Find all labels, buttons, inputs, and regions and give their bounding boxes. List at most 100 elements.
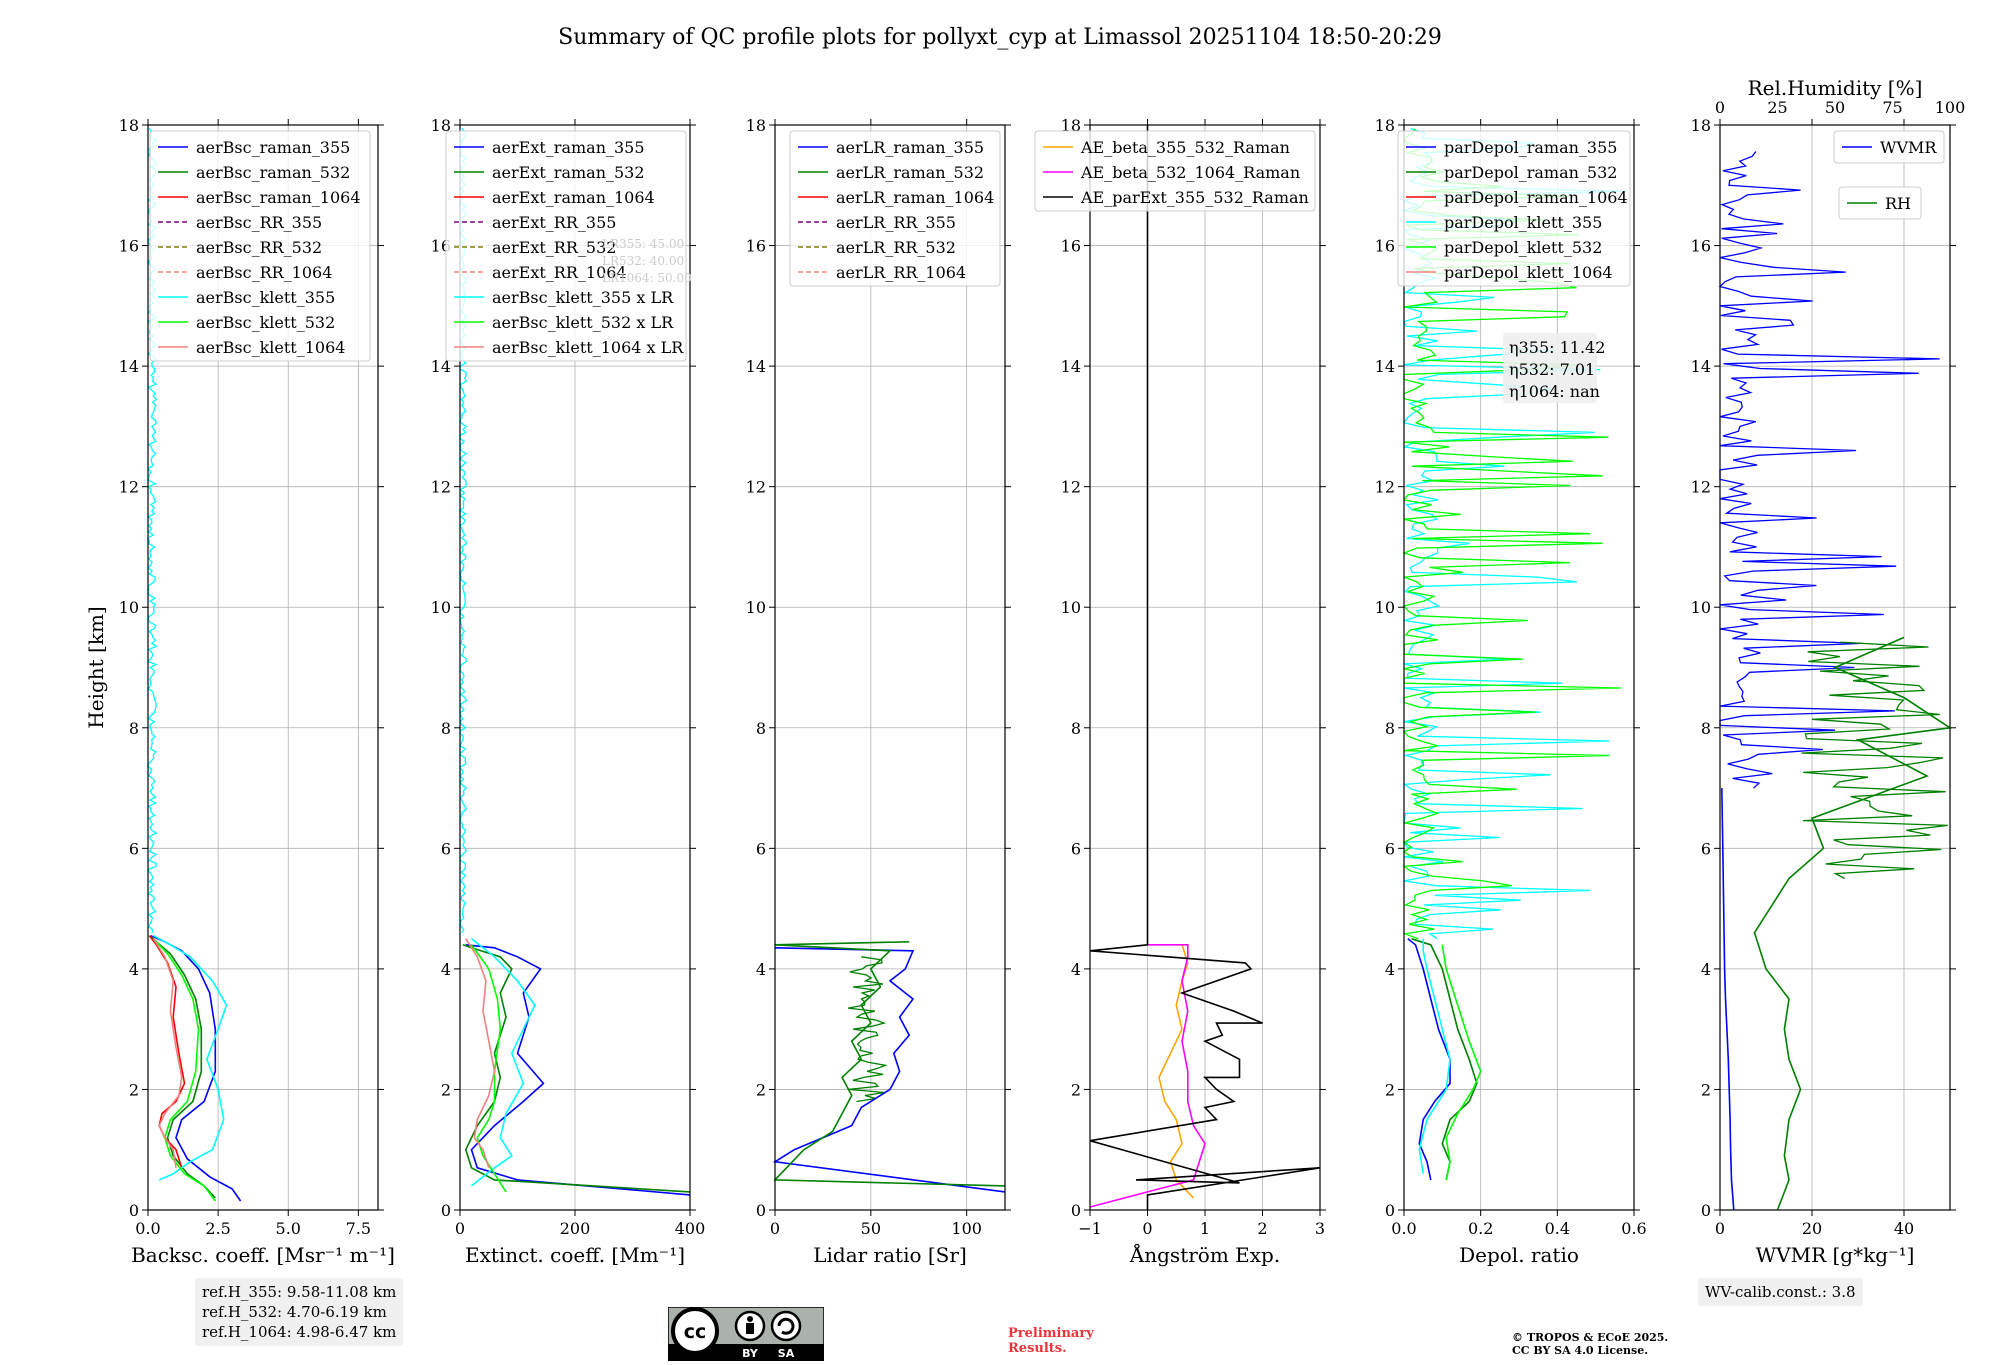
x-tick-label: 0.0	[135, 1219, 160, 1238]
y-tick-label: 12	[1061, 478, 1081, 497]
y-tick-label: 10	[431, 598, 451, 617]
legend-label: aerBsc_klett_532	[196, 313, 335, 332]
y-tick-label: 6	[129, 839, 139, 858]
x2-tick-label: 0	[1715, 98, 1725, 117]
y-tick-label: 10	[746, 598, 766, 617]
legend-box	[149, 130, 371, 362]
y-tick-label: 6	[756, 839, 766, 858]
x-axis-label: WVMR [g*kg⁻¹]	[1756, 1243, 1915, 1267]
y-tick-label: 12	[119, 478, 139, 497]
x-tick-label: 2	[1257, 1219, 1267, 1238]
y-tick-label: 6	[1071, 839, 1081, 858]
y-tick-label: 0	[756, 1201, 766, 1220]
series-line	[1089, 125, 1321, 1210]
x-tick-label: 200	[560, 1219, 591, 1238]
axes-frame	[774, 124, 1006, 1211]
copyright-line-1: © TROPOS & ECoE 2025.	[1512, 1331, 1669, 1344]
y-tick-label: 0	[1385, 1201, 1395, 1220]
legend-label: AE_beta_355_532_Raman	[1080, 138, 1290, 157]
y-tick-label: 14	[1375, 357, 1395, 376]
legend-box	[789, 130, 1001, 287]
noise-trace-raman_532	[847, 956, 888, 1103]
series-line	[465, 938, 496, 1169]
lr-label: LR1064: 50.00	[602, 271, 692, 285]
series-line	[772, 947, 1006, 1193]
x-axis-label: Ångström Exp.	[1129, 1242, 1280, 1267]
y-tick-label: 16	[746, 237, 766, 256]
y-tick-label: 0	[1071, 1201, 1081, 1220]
ref-height-532: ref.H_532: 4.70-6.19 km	[202, 1303, 387, 1321]
y-tick-label: 18	[431, 116, 451, 135]
x-axis-label: Depol. ratio	[1459, 1243, 1579, 1267]
axes-frame	[147, 124, 379, 1211]
preliminary-note: Preliminary Results.	[1008, 1326, 1094, 1356]
legend-label: parDepol_raman_1064	[1444, 188, 1628, 207]
legend-label: aerLR_raman_355	[836, 138, 984, 157]
y-tick-label: 8	[1385, 719, 1395, 738]
ref-height-1064: ref.H_1064: 4.98-6.47 km	[202, 1323, 397, 1341]
ref-height-box: ref.H_355: 9.58-11.08 km ref.H_532: 4.70…	[195, 1278, 404, 1346]
y-tick-label: 6	[1701, 839, 1711, 858]
y-tick-label: 10	[1375, 598, 1395, 617]
y-tick-label: 8	[441, 719, 451, 738]
series-line	[1721, 788, 1735, 1211]
y-tick-label: 4	[129, 960, 139, 979]
legend-label: aerBsc_klett_1064	[196, 338, 345, 357]
y-tick-label: 18	[746, 116, 766, 135]
y-tick-label: 16	[1061, 237, 1081, 256]
x-tick-label: 400	[675, 1219, 706, 1238]
panel-bsc: 0 2 4 6 8 10 12 14 16 18 0.0 2.5 5.0 7.5 Backsc. coeff…	[84, 116, 395, 1267]
y-tick-label: 16	[119, 237, 139, 256]
legend-label: aerExt_raman_532	[492, 163, 645, 182]
y-tick-label: 4	[1701, 960, 1711, 979]
y-tick-label: 2	[1071, 1080, 1081, 1099]
y-tick-label: 8	[1701, 719, 1711, 738]
y-tick-label: 16	[1691, 237, 1711, 256]
x-tick-label: 0.0	[1391, 1219, 1416, 1238]
panel-depol: 0 2 4 6 8 10 12 14 16 18 0.0 0.2 0.4 0.6 Depol. ratio p…	[1375, 116, 1647, 1267]
x-axis-label: Backsc. coeff. [Msr⁻¹ m⁻¹]	[131, 1243, 395, 1267]
legend-label: aerExt_RR_532	[492, 238, 616, 257]
figure-title: Summary of QC profile plots for pollyxt_…	[558, 25, 1442, 50]
legend-label: WVMR	[1880, 138, 1937, 157]
y-tick-label: 2	[441, 1080, 451, 1099]
series-line	[471, 938, 536, 1187]
series-line	[773, 941, 1006, 1187]
legend-label: aerExt_RR_1064	[492, 263, 627, 282]
legend-label: RH	[1885, 194, 1911, 213]
y-tick-label: 0	[1701, 1201, 1711, 1220]
x-tick-label: 0	[1715, 1219, 1725, 1238]
y-tick-label: 12	[431, 478, 451, 497]
series-line	[1418, 938, 1451, 1174]
legend-box-wvmr	[1833, 130, 1945, 164]
series-line	[1753, 636, 1953, 1211]
axes-frame	[1403, 124, 1635, 1211]
legend-box-rh	[1838, 186, 1922, 220]
y-tick-label: 12	[746, 478, 766, 497]
x-axis-label: Lidar ratio [Sr]	[813, 1243, 967, 1267]
y-tick-label: 10	[1691, 598, 1711, 617]
series-line	[1089, 943, 1206, 1208]
legend-box	[445, 130, 687, 362]
y-tick-label: 8	[756, 719, 766, 738]
x-tick-label: 40	[1894, 1219, 1914, 1238]
y-tick-label: 18	[1061, 116, 1081, 135]
x2-tick-label: 25	[1767, 98, 1787, 117]
legend-box	[1397, 130, 1631, 287]
noise-trace-klett_355	[146, 127, 158, 933]
legend-label: AE_beta_532_1064_Raman	[1080, 163, 1300, 182]
series-line	[465, 944, 691, 1196]
wv-calib-const: WV-calib.const.: 3.8	[1705, 1283, 1856, 1301]
y-tick-label: 8	[1071, 719, 1081, 738]
eta-label: η1064: nan	[1509, 382, 1600, 401]
x-tick-label: 0	[455, 1219, 465, 1238]
legend-label: AE_parExt_355_532_Raman	[1080, 188, 1309, 207]
x-tick-label: 0	[770, 1219, 780, 1238]
x-tick-label: 50	[861, 1219, 881, 1238]
legend-label: aerBsc_raman_355	[196, 138, 350, 157]
series-line	[470, 944, 507, 1193]
y-tick-label: 2	[129, 1080, 139, 1099]
legend-label: aerExt_raman_1064	[492, 188, 655, 207]
